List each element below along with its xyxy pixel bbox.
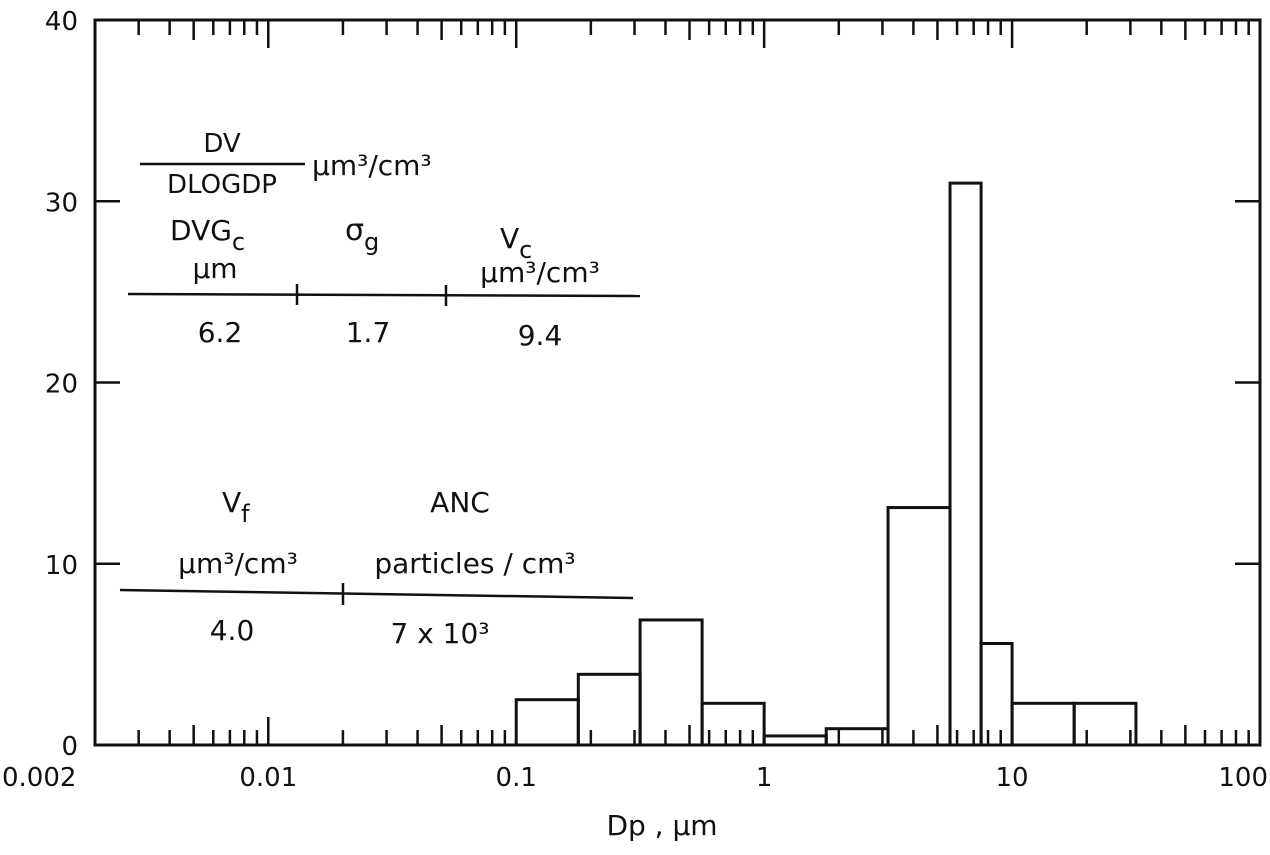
histogram-bar xyxy=(824,727,890,747)
fine-col2-header: ANC xyxy=(430,486,490,519)
y-tick-label: 30 xyxy=(45,188,78,218)
y-tick-label: 10 xyxy=(45,551,78,581)
ylabel-denominator: DLOGDP xyxy=(167,170,277,200)
x-tick-label: 0.002 xyxy=(2,763,76,793)
y-tick-labels: 0 10 20 30 40 xyxy=(45,7,78,762)
coarse-col1-value: 6.2 xyxy=(198,316,243,349)
x-tick-label: 1 xyxy=(756,763,773,793)
y-quantity-annotation: DV DLOGDP μm³/cm³ xyxy=(140,129,432,200)
fine-col1-value: 4.0 xyxy=(210,614,255,647)
coarse-mode-table: DVGc μm σg Vc μm³/cm³ 6.2 1.7 9.4 xyxy=(127,213,641,352)
x-tick-label: 100 xyxy=(1218,763,1268,793)
y-tick-label: 0 xyxy=(61,732,78,762)
coarse-col3-header: Vc xyxy=(500,222,532,264)
bar-series xyxy=(514,181,1138,747)
axis-ticks xyxy=(95,20,1260,745)
histogram-bar xyxy=(762,734,828,747)
histogram-bar xyxy=(886,506,952,747)
fine-col2-value: 7 x 10³ xyxy=(390,617,489,650)
histogram-bar xyxy=(948,181,983,747)
histogram-bar xyxy=(979,642,1014,747)
plot-frame xyxy=(93,18,1262,747)
histogram-bar xyxy=(514,698,580,747)
x-axis-label: Dp , μm xyxy=(606,809,717,842)
x-tick-labels: 0.002 0.01 0.1 1 10 100 xyxy=(2,763,1268,793)
histogram-bar xyxy=(638,618,704,747)
y-tick-label: 40 xyxy=(45,7,78,37)
y-tick-label: 20 xyxy=(45,370,78,400)
fine-col1-unit: μm³/cm³ xyxy=(178,547,298,580)
x-tick-label: 0.01 xyxy=(239,763,297,793)
coarse-col1-unit: μm xyxy=(192,252,237,285)
coarse-table-rule xyxy=(127,292,641,298)
fine-col1-header: Vf xyxy=(222,486,250,528)
histogram-bar xyxy=(1072,701,1138,747)
histogram-bar xyxy=(700,701,766,747)
coarse-col1-header: DVGc xyxy=(170,214,245,256)
coarse-col3-value: 9.4 xyxy=(518,319,563,352)
ylabel-unit: μm³/cm³ xyxy=(312,149,432,182)
fine-mode-table: Vf μm³/cm³ ANC particles / cm³ 4.0 7 x 1… xyxy=(119,486,634,650)
coarse-col2-header: σg xyxy=(345,213,379,256)
histogram-bar xyxy=(576,672,642,747)
x-tick-label: 0.1 xyxy=(496,763,537,793)
coarse-col3-unit: μm³/cm³ xyxy=(480,256,600,289)
histogram-bar xyxy=(1010,701,1076,747)
fine-col2-unit: particles / cm³ xyxy=(374,547,575,580)
fine-table-rule xyxy=(119,588,634,600)
x-tick-label: 10 xyxy=(996,763,1029,793)
coarse-col2-value: 1.7 xyxy=(346,316,391,349)
ylabel-numerator: DV xyxy=(203,129,241,159)
